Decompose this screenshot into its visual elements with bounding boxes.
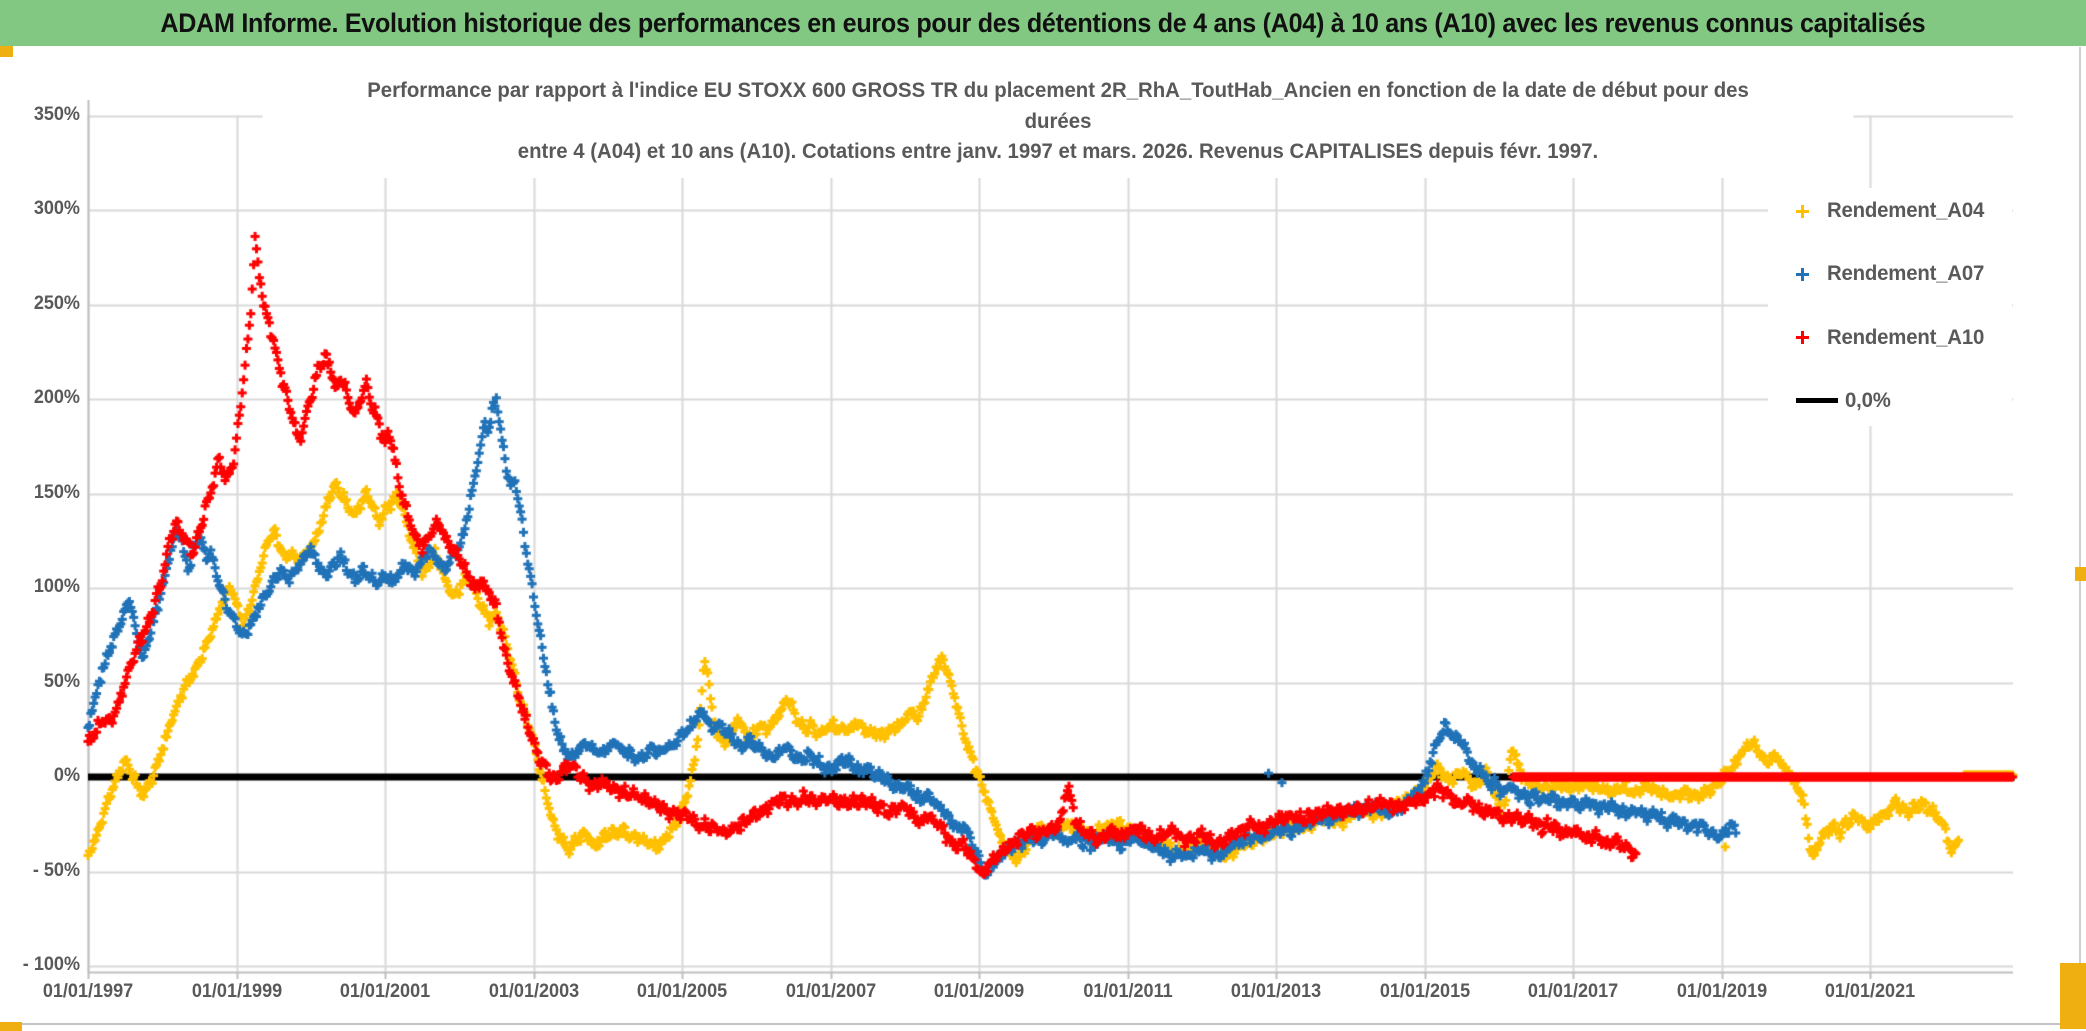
x-tick-label: 01/01/2011	[1082, 981, 1173, 1002]
legend-item-0-0-[interactable]: 0,0%	[1796, 386, 2012, 416]
legend-plus-marker-icon	[1796, 204, 1809, 218]
y-tick-label: - 50%	[32, 859, 80, 881]
x-tick-label: 01/01/2019	[1676, 981, 1767, 1002]
y-tick-label: 350%	[33, 103, 80, 125]
legend-label: Rendement_A07	[1827, 262, 1985, 286]
legend-label: Rendement_A04	[1827, 199, 1985, 222]
gold-handle-bottom-left	[0, 1022, 22, 1031]
x-tick-label: 01/01/2021	[1824, 981, 1916, 1002]
x-tick-label: 01/01/2003	[488, 981, 579, 1002]
y-tick-label: 150%	[33, 481, 80, 503]
legend-label: 0,0%	[1845, 388, 1891, 412]
legend-item-rendement-a07[interactable]: Rendement_A07	[1796, 259, 2012, 289]
chart-title-line3: entre 4 (A04) et 10 ans (A10). Cotations…	[517, 140, 1599, 163]
y-tick-label: 300%	[33, 198, 80, 219]
x-tick-label: 01/01/1999	[191, 981, 282, 1002]
y-tick-label: 200%	[33, 387, 80, 408]
y-tick-label: 0%	[53, 765, 80, 786]
x-tick-label: 01/01/2017	[1527, 981, 1619, 1002]
legend-plus-marker-icon	[1796, 267, 1809, 281]
legend-item-rendement-a10[interactable]: Rendement_A10	[1796, 323, 2012, 353]
y-tick-label: - 100%	[22, 954, 81, 975]
y-tick-label: 100%	[33, 576, 80, 597]
header-title: ADAM Informe. Evolution historique des p…	[160, 7, 1926, 38]
x-tick-label: 01/01/2013	[1230, 981, 1322, 1002]
frame-bottom-border	[0, 1023, 2086, 1025]
y-tick-label: 50%	[43, 670, 80, 692]
chart-title-line2: durées	[1024, 110, 1092, 133]
header-banner: ADAM Informe. Evolution historique des p…	[0, 0, 2086, 46]
x-tick-label: 01/01/2015	[1379, 981, 1470, 1002]
gold-handle-top-left	[0, 46, 13, 57]
x-tick-label: 01/01/1997	[42, 981, 134, 1002]
gold-handle-bottom-right	[2060, 963, 2086, 1029]
x-tick-label: 01/01/2007	[785, 981, 876, 1002]
chart-title: Performance par rapport à l'indice EU ST…	[262, 76, 1854, 178]
x-tick-label: 01/01/2009	[933, 981, 1025, 1002]
gold-handle-mid-right	[2075, 567, 2086, 581]
legend-item-rendement-a04[interactable]: Rendement_A04	[1796, 196, 2012, 226]
chart-legend: Rendement_A04 Rendement_A07 Rendement_A10 0…	[1768, 188, 2012, 426]
x-tick-label: 01/01/2005	[636, 981, 728, 1002]
legend-label: Rendement_A10	[1827, 325, 1985, 349]
chart-title-line1: Performance par rapport à l'indice EU ST…	[367, 79, 1749, 102]
legend-line-marker-icon	[1796, 398, 1838, 404]
frame-right-border	[2079, 47, 2081, 1024]
legend-plus-marker-icon	[1796, 331, 1809, 345]
y-tick-label: 250%	[33, 292, 80, 314]
x-tick-label: 01/01/2001	[339, 981, 431, 1002]
